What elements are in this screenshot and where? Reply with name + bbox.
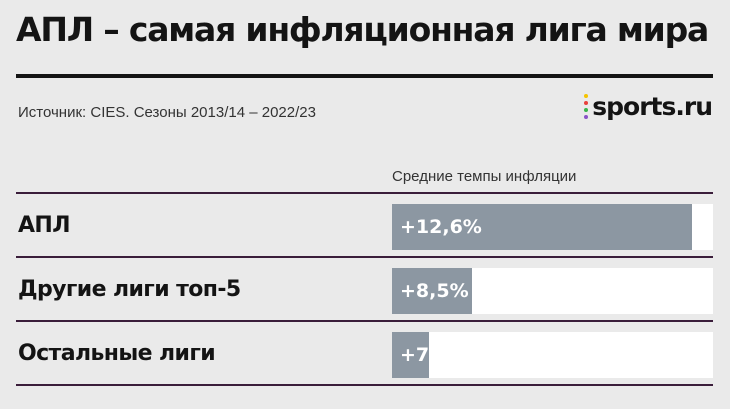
category-label-apl: АПЛ bbox=[18, 213, 71, 238]
bar-track: +8,5% bbox=[392, 268, 713, 314]
logo-dots bbox=[584, 94, 589, 119]
row-separator bbox=[16, 192, 713, 194]
row-separator bbox=[16, 256, 713, 258]
logo-dot-1 bbox=[584, 94, 589, 98]
bar-apl bbox=[392, 204, 692, 250]
column-header: Средние темпы инфляции bbox=[392, 168, 577, 185]
bar-track: +7,7% bbox=[392, 332, 713, 378]
bar-other-leagues bbox=[392, 332, 430, 378]
category-label-other-leagues: Остальные лиги bbox=[18, 341, 216, 366]
row-separator bbox=[16, 320, 713, 322]
data-label-apl: +12,6% bbox=[400, 216, 482, 238]
chart-title: АПЛ – самая инфляционная лига мира bbox=[16, 10, 709, 49]
logo-text: sports.ru bbox=[592, 92, 713, 121]
data-label-other-top5: +8,5% bbox=[400, 280, 469, 302]
logo-dot-3 bbox=[584, 108, 589, 112]
logo-dot-2 bbox=[584, 101, 589, 105]
logo-dot-4 bbox=[584, 115, 589, 119]
title-underline bbox=[16, 74, 713, 78]
bar-other-top5 bbox=[392, 268, 473, 314]
bar-track: +12,6% bbox=[392, 204, 713, 250]
row-separator bbox=[16, 384, 713, 386]
data-label-other-leagues: +7,7% bbox=[400, 344, 469, 366]
sports-ru-logo: sports.ru bbox=[584, 92, 713, 121]
source-note: Источник: CIES. Сезоны 2013/14 – 2022/23 bbox=[18, 104, 316, 121]
category-label-other-top5: Другие лиги топ-5 bbox=[18, 277, 241, 302]
